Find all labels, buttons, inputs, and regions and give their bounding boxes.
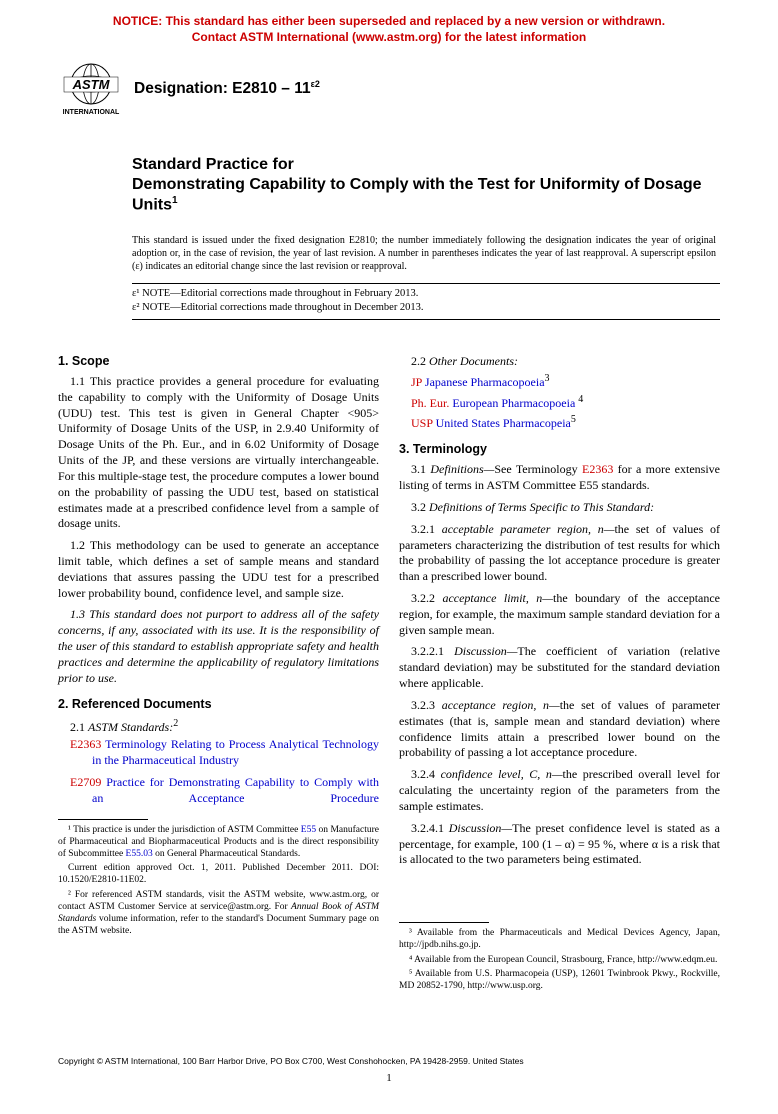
ref-e2363[interactable]: E2363 Terminology Relating to Process An… — [70, 737, 379, 769]
term-3-2-2-1: 3.2.2.1 Discussion—The coefficient of va… — [399, 644, 720, 691]
scope-1-2: 1.2 This methodology can be used to gene… — [58, 538, 379, 601]
notice-line2: Contact ASTM International (www.astm.org… — [192, 30, 586, 44]
footnote-1b: Current edition approved Oct. 1, 2011. P… — [58, 862, 379, 886]
ph-sup: 4 — [578, 394, 583, 405]
fn1-link1[interactable]: E55 — [301, 825, 316, 835]
ph-text: European Pharmacopoeia — [449, 396, 578, 410]
page-number: 1 — [58, 1072, 720, 1084]
jp-sup: 3 — [545, 373, 550, 384]
fn1-link2[interactable]: E55.03 — [126, 849, 153, 859]
footnote-2: ² For referenced ASTM standards, visit t… — [58, 889, 379, 938]
term-3-2-1: 3.2.1 acceptable parameter region, n—the… — [399, 522, 720, 585]
footnote-separator-left — [58, 819, 148, 820]
document-page: NOTICE: This standard has either been su… — [0, 0, 778, 1114]
epsilon-note-2: ε² NOTE—Editorial corrections made throu… — [132, 301, 720, 316]
svg-text:ASTM: ASTM — [72, 77, 111, 92]
refdocs-2-2-label: Other Documents: — [429, 354, 518, 368]
jp-abbr: JP — [411, 375, 422, 389]
issuance-note: This standard is issued under the fixed … — [132, 234, 720, 273]
refdocs-2-2-num: 2.2 — [411, 354, 429, 368]
copyright-line: Copyright © ASTM International, 100 Barr… — [58, 1056, 720, 1066]
epsilon-notes: ε¹ NOTE—Editorial corrections made throu… — [132, 283, 720, 320]
header-row: ASTM INTERNATIONAL Designation: E2810 – … — [58, 63, 720, 119]
scope-1-1: 1.1 This practice provides a general pro… — [58, 374, 379, 532]
designation-sup: ε2 — [311, 79, 320, 89]
title-pre: Standard Practice for — [132, 155, 720, 175]
ref-e2709[interactable]: E2709 Practice for Demonstrating Capabil… — [70, 775, 379, 807]
term-3-2-4-1: 3.2.4.1 Discussion—The preset confidence… — [399, 821, 720, 868]
footnotes-right: ³ Available from the Pharmaceuticals and… — [399, 927, 720, 992]
ref-jp[interactable]: JP Japanese Pharmacopoeia3 — [411, 372, 720, 391]
jp-text: Japanese Pharmacopoeia — [422, 375, 545, 389]
usp-abbr: USP — [411, 416, 433, 430]
e2363-code: E2363 — [70, 737, 101, 751]
right-column: 2.2 Other Documents: JP Japanese Pharmac… — [399, 344, 720, 994]
refdocs-2-1-sup: 2 — [173, 718, 178, 729]
term-3-2-2: 3.2.2 acceptance limit, n—the boundary o… — [399, 591, 720, 638]
refdocs-head: 2. Referenced Documents — [58, 697, 379, 711]
term-3-1: 3.1 Definitions—See Terminology E2363 fo… — [399, 462, 720, 494]
refdocs-2-1: 2.1 ASTM Standards:2 — [58, 717, 379, 736]
footnote-4: ⁴ Available from the European Council, S… — [399, 954, 720, 966]
title-block: Standard Practice for Demonstrating Capa… — [132, 155, 720, 215]
astm-logo: ASTM INTERNATIONAL — [58, 63, 124, 119]
term-3-2: 3.2 Definitions of Terms Specific to Thi… — [399, 500, 720, 516]
epsilon-note-1: ε¹ NOTE—Editorial corrections made throu… — [132, 287, 720, 302]
ref-usp[interactable]: USP United States Pharmacopeia5 — [411, 413, 720, 432]
e2363-text: Terminology Relating to Process Analytic… — [92, 737, 379, 767]
title-main: Demonstrating Capability to Comply with … — [132, 175, 720, 215]
usp-sup: 5 — [571, 414, 576, 425]
e2709-text: Practice for Demonstrating Capability to… — [92, 775, 379, 805]
refdocs-2-1-num: 2.1 — [70, 720, 88, 734]
scope-head: 1. Scope — [58, 354, 379, 368]
ref-pheur[interactable]: Ph. Eur. European Pharmacopoeia 4 — [411, 393, 720, 412]
ph-abbr: Ph. Eur. — [411, 396, 449, 410]
term-3-2-4: 3.2.4 confidence level, C, n—the prescri… — [399, 767, 720, 814]
svg-text:INTERNATIONAL: INTERNATIONAL — [63, 109, 120, 116]
terminology-head: 3. Terminology — [399, 442, 720, 456]
footnote-1: ¹ This practice is under the jurisdictio… — [58, 824, 379, 860]
left-column: 1. Scope 1.1 This practice provides a ge… — [58, 344, 379, 994]
title-sup: 1 — [172, 195, 178, 206]
refdocs-2-2: 2.2 Other Documents: — [399, 354, 720, 370]
notice-line1: NOTICE: This standard has either been su… — [113, 14, 665, 28]
scope-1-3: 1.3 This standard does not purport to ad… — [58, 607, 379, 686]
e2709-code: E2709 — [70, 775, 101, 789]
refdocs-2-1-label: ASTM Standards: — [88, 720, 173, 734]
term-3-2-3: 3.2.3 acceptance region, n—the set of va… — [399, 698, 720, 761]
body-columns: 1. Scope 1.1 This practice provides a ge… — [58, 344, 720, 994]
designation-text: Designation: E2810 – 11 — [134, 80, 311, 97]
title-main-text: Demonstrating Capability to Comply with … — [132, 176, 702, 213]
footnotes-left: ¹ This practice is under the jurisdictio… — [58, 824, 379, 937]
footnote-separator-right — [399, 922, 489, 923]
usp-text: United States Pharmacopeia — [433, 416, 571, 430]
footnote-3: ³ Available from the Pharmaceuticals and… — [399, 927, 720, 951]
term-e2363-link[interactable]: E2363 — [582, 462, 613, 476]
designation: Designation: E2810 – 11ε2 — [134, 79, 320, 98]
notice-banner: NOTICE: This standard has either been su… — [58, 14, 720, 45]
footnote-5: ⁵ Available from U.S. Pharmacopeia (USP)… — [399, 968, 720, 992]
